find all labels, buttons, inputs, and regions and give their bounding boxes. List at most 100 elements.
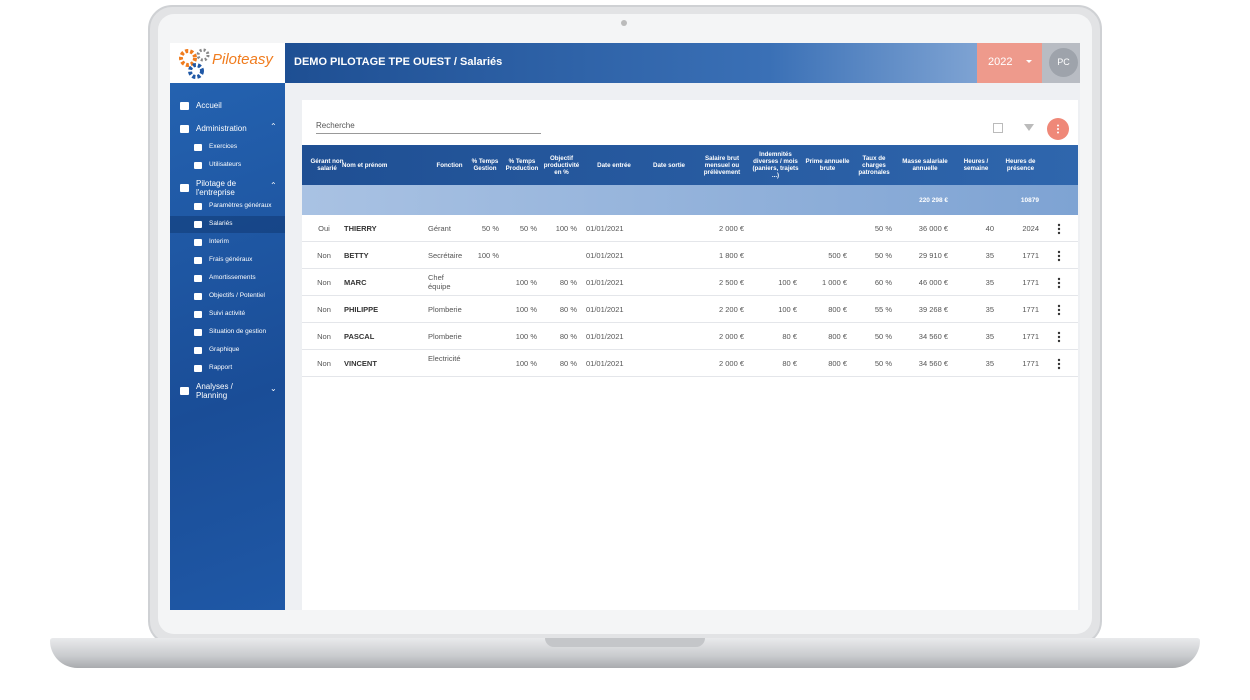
logo[interactable]: Piloteasy bbox=[170, 43, 285, 83]
table-cell: 1 000 € bbox=[821, 278, 847, 287]
table-cell: Non bbox=[317, 305, 331, 314]
column-header[interactable]: Heures de présence bbox=[1005, 158, 1036, 172]
table-cell: 35 bbox=[985, 332, 994, 341]
column-header[interactable]: Heures / semaine bbox=[963, 158, 989, 172]
table-cell: 80 % bbox=[559, 359, 577, 368]
nav-icon bbox=[194, 257, 202, 264]
nav-icon bbox=[194, 275, 202, 282]
more-icon bbox=[1057, 124, 1059, 134]
nav-item[interactable]: Administration bbox=[196, 124, 247, 133]
employee-name: THIERRY bbox=[344, 224, 377, 233]
employee-name: PASCAL bbox=[344, 332, 375, 341]
table-cell: 80 % bbox=[559, 278, 577, 287]
column-header[interactable]: Taux de charges patronales bbox=[858, 154, 890, 176]
table-cell: 50 % bbox=[874, 332, 892, 341]
column-header[interactable]: Indemnités diverses / mois (paniers, tra… bbox=[752, 151, 799, 179]
row-menu[interactable] bbox=[1056, 250, 1062, 262]
table-cell: 80 € bbox=[782, 359, 797, 368]
column-header[interactable]: Prime annuelle brute bbox=[805, 158, 850, 172]
total-value: 10879 bbox=[1020, 197, 1039, 204]
logo-gears bbox=[179, 48, 210, 79]
nav-subitem[interactable]: Rapport bbox=[209, 364, 233, 371]
table-cell: 01/01/2021 bbox=[586, 278, 624, 287]
columns-button[interactable] bbox=[993, 123, 1003, 133]
user-avatar[interactable]: PC bbox=[1049, 48, 1078, 77]
table-cell: 29 910 € bbox=[918, 251, 948, 260]
sidebar: Accueil Administration ⌃ Exercices Utilisate… bbox=[170, 83, 285, 610]
laptop-notch bbox=[545, 638, 705, 647]
table-cell: 50 % bbox=[874, 359, 892, 368]
table-row[interactable] bbox=[302, 350, 1078, 377]
row-menu[interactable] bbox=[1056, 358, 1062, 370]
row-menu[interactable] bbox=[1056, 331, 1062, 343]
nav-subitem[interactable]: Suivi activité bbox=[209, 310, 246, 317]
nav-subitem[interactable]: Amortissements bbox=[209, 274, 256, 281]
nav-subitem[interactable]: Frais généraux bbox=[209, 256, 253, 263]
camera bbox=[621, 20, 627, 26]
table-cell: 2 500 € bbox=[718, 278, 744, 287]
table-row[interactable] bbox=[302, 296, 1078, 323]
table-cell: 50 % bbox=[481, 224, 499, 233]
year-selector[interactable]: 2022 bbox=[977, 43, 1042, 83]
table-cell: 2024 bbox=[1022, 224, 1039, 233]
table-cell: 1771 bbox=[1022, 332, 1039, 341]
table-cell: 50 % bbox=[874, 251, 892, 260]
row-menu[interactable] bbox=[1056, 223, 1062, 235]
table-cell: 100 € bbox=[778, 305, 797, 314]
search-input[interactable]: Recherche bbox=[316, 121, 541, 134]
table-cell: 50 % bbox=[874, 224, 892, 233]
nav-subitem[interactable]: Objectifs / Potentiel bbox=[209, 292, 265, 299]
table-row[interactable] bbox=[302, 215, 1078, 242]
column-header[interactable]: Objectif productivité en % bbox=[543, 154, 580, 176]
filter-button[interactable] bbox=[1024, 124, 1034, 131]
column-header[interactable]: Masse salariale annuelle bbox=[902, 158, 948, 172]
column-header[interactable]: Salaire brut mensuel ou prélèvement bbox=[703, 154, 741, 176]
table-cell: Plomberie bbox=[428, 332, 462, 341]
nav-icon bbox=[180, 387, 189, 395]
table-cell: 1771 bbox=[1022, 278, 1039, 287]
column-header[interactable]: Fonction bbox=[436, 161, 463, 169]
row-menu[interactable] bbox=[1056, 304, 1062, 316]
nav-item[interactable]: Analyses / Planning bbox=[196, 382, 233, 400]
table-cell: Non bbox=[317, 251, 331, 260]
nav-subitem[interactable]: Situation de gestion bbox=[209, 328, 267, 335]
column-header[interactable]: Gérant non salarié bbox=[310, 158, 344, 172]
column-header[interactable]: Nom et prénom bbox=[342, 161, 388, 169]
nav-subitem[interactable]: Paramètres généraux bbox=[209, 202, 272, 209]
nav-subitem[interactable]: Utilisateurs bbox=[209, 161, 242, 168]
employee-name: VINCENT bbox=[344, 359, 377, 368]
table-cell: 60 % bbox=[874, 278, 892, 287]
table-cell: 36 000 € bbox=[918, 224, 948, 233]
table-cell: 34 560 € bbox=[918, 359, 948, 368]
table-cell: 01/01/2021 bbox=[586, 305, 624, 314]
column-header[interactable]: Date sortie bbox=[653, 161, 685, 169]
nav-subitem[interactable]: Exercices bbox=[209, 143, 238, 150]
logo-name: Piloteasy bbox=[212, 51, 273, 68]
nav-icon bbox=[180, 184, 189, 192]
table-cell: 35 bbox=[985, 359, 994, 368]
table-card: Recherche Gérant non salarié Nom et préno… bbox=[302, 100, 1078, 610]
table-cell: 80 % bbox=[559, 332, 577, 341]
nav-subitem[interactable]: Graphique bbox=[209, 346, 240, 353]
nav-subitem[interactable]: Salariés bbox=[209, 220, 233, 227]
nav-subitem[interactable]: Interim bbox=[209, 238, 229, 245]
nav-item[interactable]: Accueil bbox=[196, 101, 222, 110]
table-cell: 2 000 € bbox=[718, 359, 744, 368]
nav-icon bbox=[194, 347, 202, 354]
table-header bbox=[302, 145, 1078, 185]
column-header[interactable]: % Temps Gestion bbox=[471, 158, 499, 172]
nav-icon bbox=[194, 311, 202, 318]
table-cell: 39 268 € bbox=[918, 305, 948, 314]
table-row[interactable] bbox=[302, 269, 1078, 296]
row-menu[interactable] bbox=[1056, 277, 1062, 289]
column-header[interactable]: % Temps Production bbox=[505, 158, 539, 172]
more-button[interactable] bbox=[1047, 118, 1069, 140]
table-row[interactable] bbox=[302, 242, 1078, 269]
table-cell: 01/01/2021 bbox=[586, 359, 624, 368]
column-header[interactable]: Date entrée bbox=[597, 161, 631, 169]
nav-icon bbox=[194, 162, 202, 169]
table-row[interactable] bbox=[302, 323, 1078, 350]
nav-item[interactable]: Pilotage de l'entreprise bbox=[196, 179, 237, 197]
table-cell: 100 % bbox=[515, 305, 537, 314]
